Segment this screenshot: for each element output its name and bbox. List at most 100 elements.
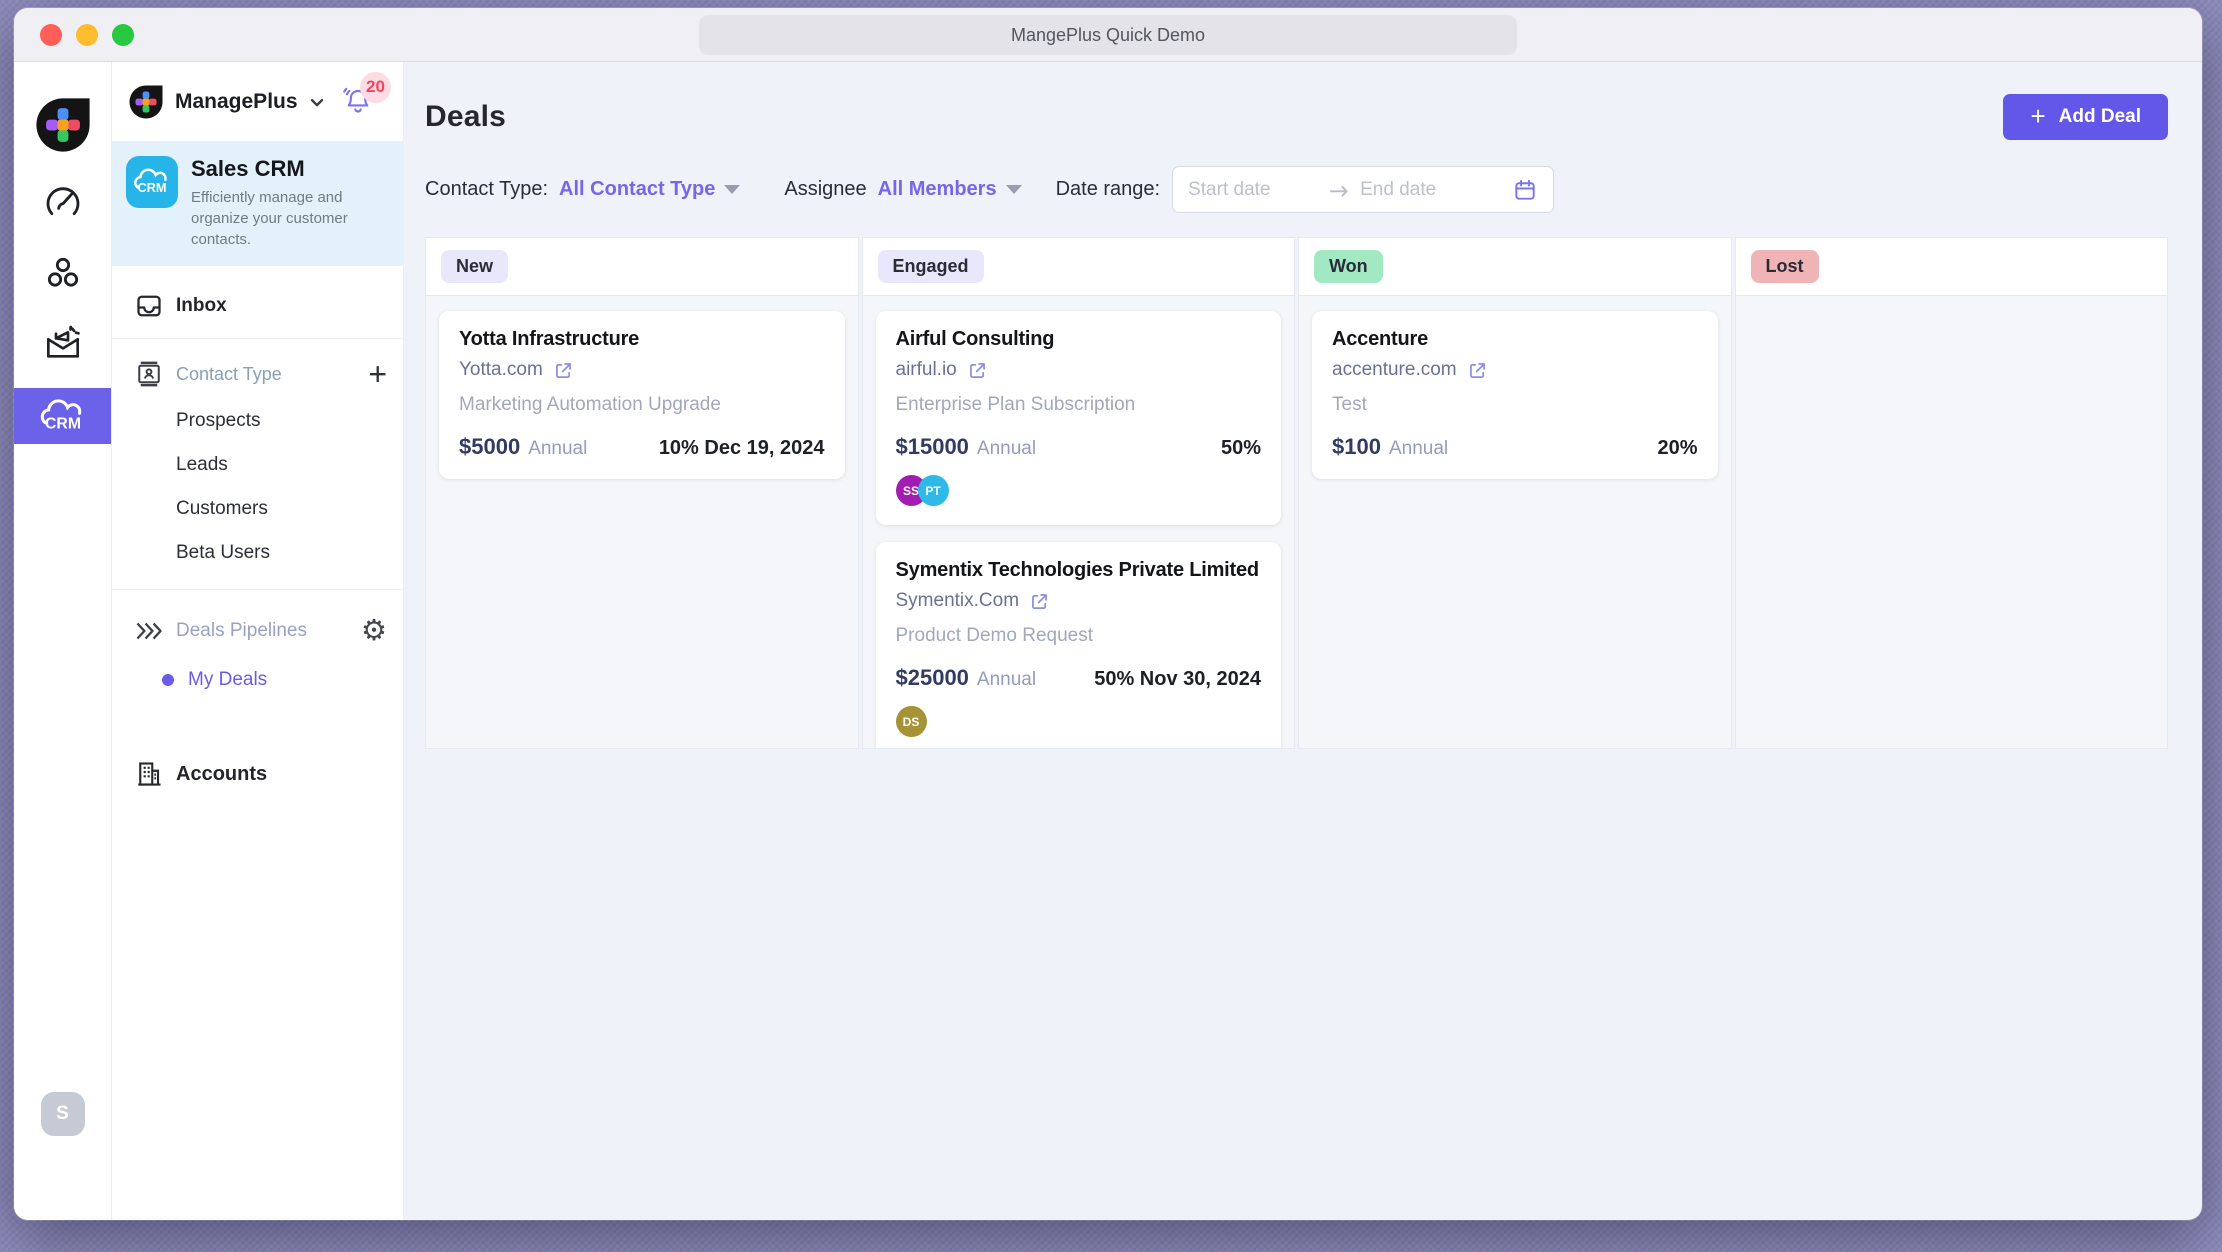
inbox-label: Inbox — [176, 295, 227, 316]
deal-amount: $100 — [1332, 434, 1381, 459]
date-range-picker[interactable] — [1172, 166, 1555, 213]
chevron-down-icon[interactable] — [307, 92, 327, 112]
deal-card-accenture[interactable]: Accenture accenture.com Test $100 Annual — [1312, 311, 1718, 479]
filters-bar: Contact Type: All Contact Type Assignee … — [425, 166, 2168, 213]
kanban-column-new: New Yotta Infrastructure Yotta.com Marke… — [425, 237, 859, 749]
workspace-name[interactable]: ManagePlus — [175, 89, 298, 113]
contact-type-filter-value[interactable]: All Contact Type — [559, 178, 716, 200]
sidebar-item-customers[interactable]: Customers — [176, 498, 268, 519]
kanban-column-won: Won Accenture accenture.com Test — [1298, 237, 1732, 749]
assignee-filter[interactable]: Assignee All Members — [784, 178, 1022, 201]
workspace-header: ManagePlus 20 — [112, 62, 403, 142]
start-date-input[interactable] — [1188, 178, 1327, 201]
calendar-icon[interactable] — [1512, 177, 1538, 203]
notifications-button[interactable]: 20 — [341, 71, 391, 119]
kanban-column-engaged: Engaged Airful Consulting airful.io Ente… — [861, 237, 1295, 749]
stage-badge-new: New — [441, 250, 509, 283]
deal-website-link[interactable]: airful.io — [896, 359, 1262, 381]
deal-period: Annual — [528, 438, 588, 459]
deal-title: Yotta Infrastructure — [459, 328, 640, 350]
deal-website-link[interactable]: accenture.com — [1332, 359, 1698, 381]
deal-assignees: DS — [895, 706, 1262, 737]
manageplus-logo-icon[interactable] — [34, 96, 92, 154]
sidebar-item-leads[interactable]: Leads — [176, 454, 228, 475]
deals-pipelines-header[interactable]: Deals Pipelines ⚙ — [112, 606, 403, 656]
maximize-window-button[interactable] — [112, 23, 134, 46]
contact-card-icon — [134, 359, 164, 389]
deal-title: Symentix Technologies Private Limited — [895, 559, 1260, 581]
active-dot-icon — [162, 674, 174, 686]
teams-circles-icon — [47, 257, 78, 287]
crm-cloud-icon — [134, 168, 168, 196]
deal-amount: $25000 — [895, 665, 969, 690]
deal-probability-date: 50% Nov 30, 2024 — [1094, 668, 1261, 690]
rail-item-teams[interactable] — [42, 252, 84, 294]
icon-rail: S — [14, 62, 112, 1220]
caret-down-icon[interactable] — [724, 185, 741, 194]
minimize-window-button[interactable] — [76, 23, 98, 46]
sidebar-item-prospects[interactable]: Prospects — [176, 410, 261, 431]
deal-card-symentix[interactable]: Symentix Technologies Private Limited Sy… — [875, 542, 1281, 748]
column-header: New — [426, 238, 858, 296]
column-body — [1736, 296, 2168, 748]
deal-website-link[interactable]: Symentix.Com — [896, 590, 1262, 612]
building-icon — [134, 759, 164, 789]
add-deal-button[interactable]: + Add Deal — [2003, 94, 2168, 140]
deal-card-airful[interactable]: Airful Consulting airful.io Enterprise P… — [875, 311, 1281, 525]
deal-website-link[interactable]: Yotta.com — [459, 359, 825, 381]
deal-period: Annual — [976, 669, 1037, 690]
inbox-icon — [134, 291, 164, 321]
page-title: Deals — [425, 100, 507, 133]
date-range-filter: Date range: — [1056, 166, 1555, 213]
assignee-avatar: DS — [895, 706, 927, 737]
column-body: Accenture accenture.com Test $100 Annual — [1299, 296, 1731, 748]
deal-probability: 20% — [1657, 437, 1698, 459]
workspace-logo-icon — [129, 85, 163, 118]
rail-item-dashboard[interactable] — [42, 182, 84, 224]
sidebar-item-beta-users[interactable]: Beta Users — [176, 542, 270, 563]
deal-amount: $5000 — [459, 434, 521, 459]
deal-description: Product Demo Request — [895, 625, 1094, 646]
contact-type-header: Contact Type + — [112, 349, 403, 399]
external-link-icon — [1469, 362, 1485, 378]
external-link-icon — [555, 362, 571, 378]
deal-description: Enterprise Plan Subscription — [895, 394, 1136, 415]
external-link-icon — [969, 362, 985, 378]
stage-badge-won: Won — [1314, 250, 1383, 283]
user-avatar[interactable]: S — [40, 1092, 85, 1136]
sidebar-item-sales-crm[interactable]: Sales CRM Efficiently manage and organiz… — [112, 142, 403, 266]
deal-assignees: SS PT — [895, 475, 1262, 506]
close-window-button[interactable] — [40, 23, 62, 46]
pipelines-settings-button[interactable]: ⚙ — [361, 616, 387, 646]
gear-icon: ⚙ — [361, 615, 387, 647]
sidebar-item-my-deals[interactable]: My Deals — [112, 656, 403, 704]
assignee-filter-label: Assignee — [784, 178, 867, 200]
deal-website: airful.io — [895, 359, 957, 380]
kanban-column-lost: Lost — [1734, 237, 2168, 749]
notification-badge: 20 — [360, 71, 391, 103]
date-range-label: Date range: — [1055, 178, 1161, 200]
column-header: Won — [1299, 238, 1731, 296]
crm-cloud-icon — [40, 399, 83, 433]
user-initial: S — [56, 1103, 69, 1124]
caret-down-icon[interactable] — [1005, 185, 1022, 194]
deal-description: Marketing Automation Upgrade — [459, 394, 721, 415]
sidebar-item-inbox[interactable]: Inbox — [112, 274, 403, 339]
deal-title: Airful Consulting — [895, 328, 1055, 350]
contact-type-filter[interactable]: Contact Type: All Contact Type — [425, 178, 741, 201]
campaign-mail-icon — [46, 325, 80, 358]
rail-item-campaigns[interactable] — [42, 322, 84, 364]
rail-item-crm-active[interactable] — [14, 388, 111, 444]
end-date-input[interactable] — [1360, 178, 1499, 201]
add-deal-label: Add Deal — [2058, 106, 2141, 127]
assignee-filter-value[interactable]: All Members — [877, 178, 997, 200]
deals-kanban-board: New Yotta Infrastructure Yotta.com Marke… — [425, 237, 2168, 749]
add-contact-type-button[interactable]: + — [368, 356, 387, 392]
arrow-right-icon — [1329, 185, 1348, 197]
column-body: Airful Consulting airful.io Enterprise P… — [863, 296, 1295, 748]
deal-probability: 50% — [1220, 437, 1261, 459]
sidebar: ManagePlus 20 Sales CRM Efficiently mana… — [112, 62, 404, 1220]
deal-card-yotta[interactable]: Yotta Infrastructure Yotta.com Marketing… — [439, 311, 845, 479]
sidebar-item-accounts[interactable]: Accounts — [112, 742, 403, 806]
pipelines-chevrons-icon — [134, 616, 164, 646]
